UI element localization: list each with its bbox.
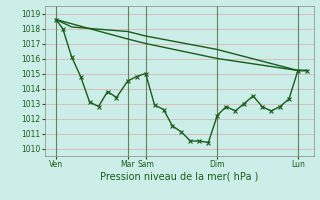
X-axis label: Pression niveau de la mer( hPa ): Pression niveau de la mer( hPa ) bbox=[100, 172, 258, 182]
